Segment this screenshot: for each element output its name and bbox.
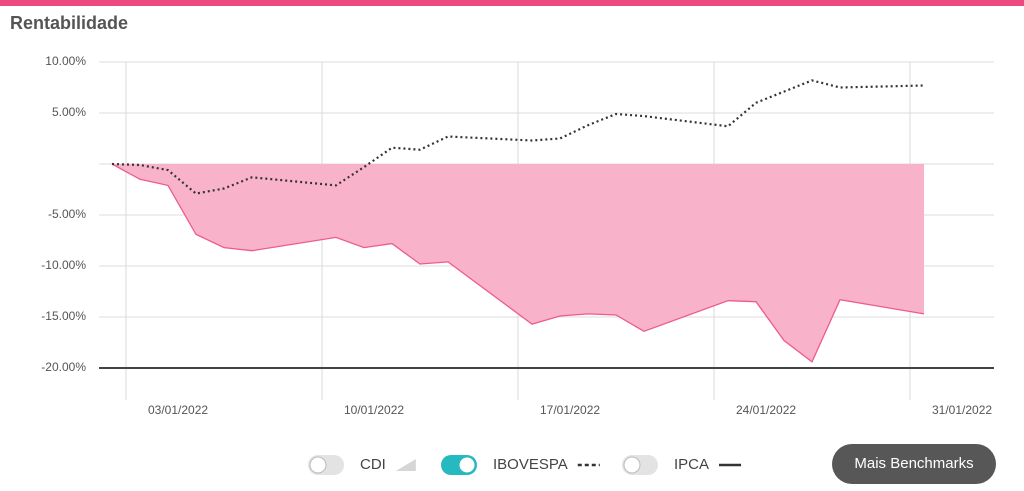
toggle-knob[interactable] [623, 456, 641, 474]
area-line [111, 163, 925, 363]
button-label[interactable]: Mais Benchmarks [854, 455, 973, 472]
benchmark-toggle[interactable]: IBOVESPA [441, 455, 600, 475]
legend-label[interactable]: CDI [360, 456, 386, 473]
top-bar [0, 0, 1024, 6]
area-fill [112, 164, 924, 362]
chart-title: Rentabilidade [10, 13, 128, 33]
x-tick-label: 10/01/2022 [344, 403, 404, 417]
x-tick-label: 03/01/2022 [148, 403, 208, 417]
mais-benchmarks-button[interactable]: Mais Benchmarks [832, 444, 996, 484]
benchmark-toggle[interactable]: IPCA [622, 455, 742, 475]
y-tick-label: 5.00% [52, 105, 86, 119]
y-tick-label: -10.00% [41, 258, 86, 272]
y-tick-label: -20.00% [41, 360, 86, 374]
button-bg[interactable] [832, 444, 996, 484]
benchmark-toggle[interactable]: CDI [308, 455, 416, 475]
x-tick-label: 24/01/2022 [736, 403, 796, 417]
y-tick-label: 10.00% [45, 54, 86, 68]
x-tick-label: 31/01/2022 [932, 403, 992, 417]
legend-label[interactable]: IBOVESPA [493, 456, 568, 473]
legend-icon [395, 459, 416, 471]
y-tick-label: -5.00% [48, 207, 86, 221]
toggle-knob[interactable] [458, 456, 476, 474]
y-tick-label: -15.00% [41, 309, 86, 323]
x-tick-label: 17/01/2022 [540, 403, 600, 417]
benchmark-line [111, 79, 925, 195]
toggle-knob[interactable] [309, 456, 327, 474]
legend-label[interactable]: IPCA [674, 456, 709, 473]
